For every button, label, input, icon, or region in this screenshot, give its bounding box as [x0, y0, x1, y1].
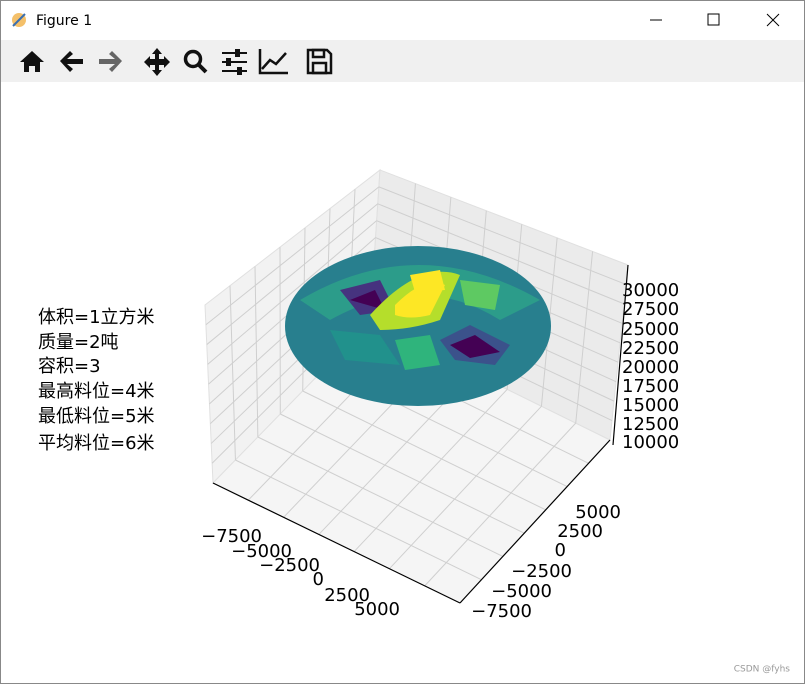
grid-line	[280, 413, 525, 534]
toolbar-buttons	[20, 48, 333, 76]
grid-line	[389, 405, 542, 570]
axes-3d: 3000027500250002250020000175001500012500…	[201, 168, 679, 622]
back-button[interactable]	[60, 51, 83, 72]
watermark: CSDN @fyhs	[734, 665, 791, 675]
grid-line	[254, 266, 259, 438]
x-tick-label: 2500	[324, 585, 370, 606]
grid-line	[378, 186, 627, 285]
home-button[interactable]	[20, 51, 44, 72]
z-tick-label: 27500	[622, 299, 679, 320]
z-tick-label: 10000	[622, 432, 679, 453]
annotation: 最高料位=4米	[38, 381, 155, 402]
y-tick-label: 5000	[575, 502, 621, 523]
axes-button[interactable]	[258, 49, 288, 75]
toolbar	[1, 40, 804, 82]
x-tick-label: −2500	[259, 555, 320, 576]
zoom-button[interactable]	[183, 49, 208, 74]
y-tick-label: 2500	[557, 521, 603, 542]
y-tick-label: −7500	[471, 601, 532, 622]
grid-line	[207, 220, 377, 365]
z-tick-label: 22500	[622, 338, 679, 359]
x-tick-label: 5000	[354, 599, 400, 620]
annotation: 容积=3	[38, 356, 101, 377]
surface-patch	[450, 335, 500, 358]
grid-line	[257, 436, 504, 557]
z-tick-label: 17500	[622, 376, 679, 397]
annotation: 平均料位=6米	[38, 433, 155, 454]
close-button[interactable]	[766, 13, 780, 27]
grid-line	[377, 203, 625, 305]
z-tick-label: 30000	[622, 280, 679, 301]
annotation: 质量=2吨	[38, 332, 119, 353]
annotation: 体积=1立方米	[38, 307, 155, 328]
grid-line	[205, 186, 380, 326]
y-tick-label: −5000	[491, 581, 552, 602]
pan-button[interactable]	[144, 48, 170, 76]
save-button[interactable]	[306, 48, 333, 75]
grid-line	[206, 203, 379, 345]
maximize-button[interactable]	[707, 13, 720, 26]
surface-patch	[395, 335, 440, 370]
y-tick-label: 0	[555, 540, 566, 561]
forward-button[interactable]	[99, 51, 122, 72]
annotation: 最低料位=5米	[38, 406, 155, 427]
x-tick-label: −7500	[201, 526, 262, 547]
title-bar: Figure 1	[12, 13, 780, 29]
surface	[285, 246, 551, 406]
surface-patch	[395, 282, 445, 318]
x-tick-label: 0	[313, 569, 324, 590]
z-tick-label: 20000	[622, 357, 679, 378]
surface-patch	[460, 280, 500, 310]
surface-patch	[330, 330, 400, 365]
x-tick-label: −5000	[231, 541, 292, 562]
app-icon	[12, 13, 26, 27]
window-title: Figure 1	[36, 13, 92, 29]
grid-line	[235, 459, 482, 581]
grid-line	[353, 389, 508, 552]
grid-line	[424, 422, 577, 587]
grid-line	[229, 285, 236, 461]
axis-lines	[212, 264, 629, 604]
configure-button[interactable]	[222, 49, 247, 75]
z-tick-label: 25000	[622, 319, 679, 340]
surface-patch	[410, 270, 445, 292]
tick-labels: 3000027500250002250020000175001500012500…	[201, 280, 679, 622]
z-tick-label: 12500	[622, 414, 679, 435]
y-tick-label: −2500	[511, 561, 572, 582]
surface-patch	[350, 290, 385, 310]
grid-line	[302, 390, 546, 511]
z-tick-label: 15000	[622, 395, 679, 416]
grid-line	[575, 251, 594, 424]
